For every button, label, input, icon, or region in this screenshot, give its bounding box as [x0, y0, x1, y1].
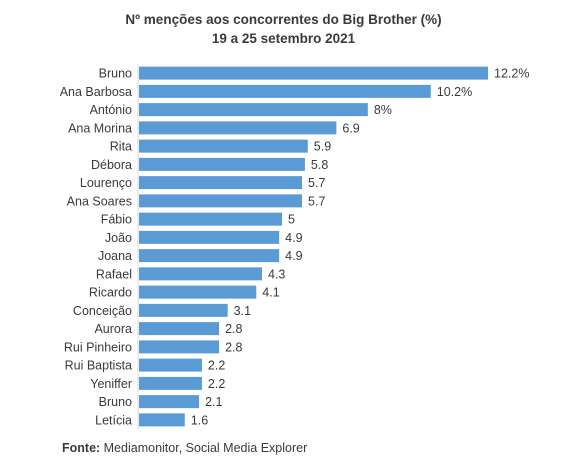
- source-note: Fonte: Mediamonitor, Social Media Explor…: [62, 441, 307, 455]
- category-label: Ricardo: [89, 286, 132, 300]
- data-label: 2.2: [208, 377, 225, 391]
- bar: [139, 395, 200, 409]
- data-label: 5.9: [314, 140, 331, 154]
- bar: [139, 139, 308, 153]
- data-label: 10.2%: [437, 85, 472, 99]
- bar: [139, 376, 202, 390]
- data-label: 5.8: [311, 158, 328, 172]
- data-label: 4.3: [268, 267, 285, 281]
- chart-subtitle: 19 a 25 setembro 2021: [211, 31, 356, 46]
- bar: [139, 340, 220, 354]
- data-label: 4.9: [285, 249, 302, 263]
- chart-title-block: Nº menções aos concorrentes do Big Broth…: [0, 10, 567, 48]
- data-label: 5: [288, 213, 295, 227]
- data-label: 2.1: [205, 395, 222, 409]
- bar: [139, 413, 185, 427]
- bar-chart: Bruno 12.2% Ana Barbosa 10.2% António 8% Ana M…: [60, 64, 529, 429]
- bar: [139, 212, 283, 226]
- category-label: Ana Morina: [68, 121, 132, 135]
- category-label: Yeniffer: [90, 377, 132, 391]
- source-text: Mediamonitor, Social Media Explorer: [103, 441, 308, 455]
- category-label: Rui Pinheiro: [64, 340, 132, 354]
- category-label: Lourenço: [80, 176, 132, 190]
- category-label: Aurora: [94, 322, 132, 336]
- data-label: 6.9: [342, 121, 359, 135]
- category-label: Rui Baptista: [65, 359, 132, 373]
- category-label: Bruno: [99, 67, 132, 81]
- data-label: 3.1: [234, 304, 251, 318]
- category-label: João: [105, 231, 132, 245]
- bar: [139, 84, 431, 98]
- category-label: Rita: [110, 140, 132, 154]
- data-label: 5.7: [308, 194, 325, 208]
- bar: [139, 267, 263, 281]
- data-label: 8%: [374, 103, 392, 117]
- bar: [139, 303, 228, 317]
- data-label: 12.2%: [494, 67, 529, 81]
- bar: [139, 157, 305, 171]
- bar: [139, 103, 368, 117]
- bar: [139, 176, 303, 190]
- data-label: 2.8: [225, 322, 242, 336]
- chart-title: Nº menções aos concorrentes do Big Broth…: [125, 12, 442, 27]
- bar: [139, 66, 488, 80]
- data-label: 4.9: [285, 231, 302, 245]
- category-label: Joana: [98, 249, 132, 263]
- bar: [139, 322, 220, 336]
- data-label: 4.1: [262, 286, 279, 300]
- category-label: Ana Barbosa: [60, 85, 132, 99]
- data-label: 2.2: [208, 359, 225, 373]
- data-label: 1.6: [191, 413, 208, 427]
- source-label: Fonte:: [62, 441, 101, 455]
- category-label: Letícia: [95, 413, 132, 427]
- category-label: Bruno: [99, 395, 132, 409]
- bar: [139, 358, 202, 372]
- bar: [139, 249, 280, 263]
- category-label: Conceição: [73, 304, 132, 318]
- category-label: Rafael: [96, 267, 132, 281]
- category-label: Débora: [91, 158, 132, 172]
- data-label: 5.7: [308, 176, 325, 190]
- bar: [139, 230, 280, 244]
- bar: [139, 194, 303, 208]
- category-label: Fábio: [101, 213, 132, 227]
- category-label: António: [90, 103, 132, 117]
- data-label: 2.8: [225, 340, 242, 354]
- category-label: Ana Soares: [67, 194, 132, 208]
- bar: [139, 285, 257, 299]
- bar: [139, 121, 337, 135]
